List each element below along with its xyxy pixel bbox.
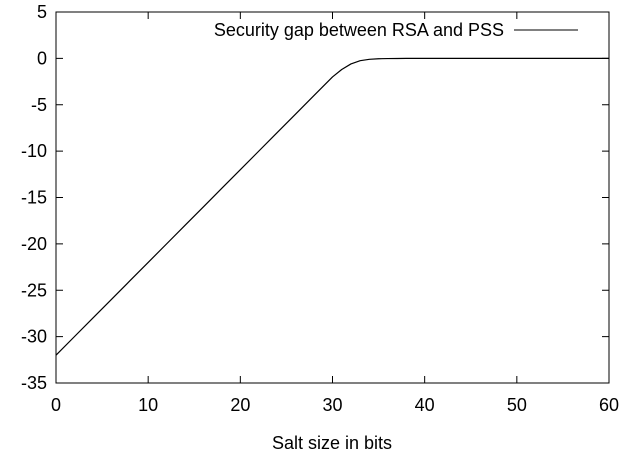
- x-tick-label: 60: [599, 395, 619, 415]
- y-tick-label: -15: [21, 188, 47, 208]
- x-tick-label: 30: [322, 395, 342, 415]
- y-tick-label: -20: [21, 234, 47, 254]
- axis-ticks: [56, 12, 609, 383]
- x-tick-label: 10: [138, 395, 158, 415]
- y-tick-label: -35: [21, 373, 47, 393]
- legend-label-security-gap: Security gap between RSA and PSS: [214, 20, 504, 40]
- y-tick-label: -10: [21, 141, 47, 161]
- x-tick-label: 20: [230, 395, 250, 415]
- y-axis-tick-labels: 5 0 -5 -10 -15 -20 -25 -30 -35: [21, 2, 47, 393]
- series-line-0: [55, 57, 609, 356]
- x-tick-label: 40: [415, 395, 435, 415]
- y-tick-label: 5: [37, 2, 47, 22]
- x-tick-label: 0: [51, 395, 61, 415]
- y-tick-label: -25: [21, 280, 47, 300]
- x-axis-label: Salt size in bits: [272, 433, 392, 453]
- x-axis-tick-labels: 0 10 20 30 40 50 60: [51, 395, 619, 415]
- series-layer: [55, 57, 609, 356]
- plot-frame: [55, 11, 610, 384]
- legend: Security gap between RSA and PSS: [214, 20, 578, 40]
- y-tick-label: -5: [31, 95, 47, 115]
- y-tick-label: 0: [37, 48, 47, 68]
- x-tick-label: 50: [507, 395, 527, 415]
- y-tick-label: -30: [21, 327, 47, 347]
